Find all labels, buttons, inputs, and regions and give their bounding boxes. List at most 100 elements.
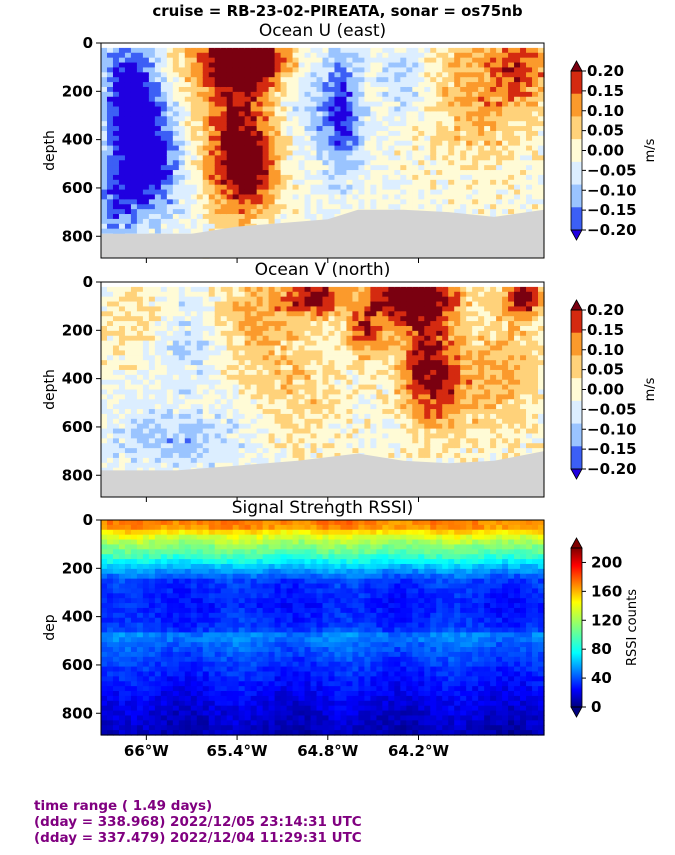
- heatmap-cell: [298, 145, 306, 152]
- heatmap-cell: [166, 340, 174, 347]
- heatmap-cell: [232, 428, 240, 435]
- heatmap-cell: [322, 199, 330, 205]
- heatmap-cell: [274, 106, 282, 113]
- heatmap-cell: [112, 301, 120, 308]
- heatmap-cell: [370, 121, 377, 127]
- heatmap-cell: [184, 379, 192, 386]
- heatmap-cell: [232, 286, 240, 293]
- heatmap-cell: [232, 345, 240, 352]
- heatmap-cell: [244, 86, 252, 93]
- heatmap-cell: [250, 126, 258, 132]
- heatmap-cell: [280, 453, 288, 459]
- heatmap-cell: [442, 52, 449, 59]
- heatmap-cell: [298, 204, 306, 210]
- heatmap-cell: [238, 218, 246, 225]
- heatmap-cell: [232, 282, 240, 288]
- heatmap-cell: [220, 291, 228, 298]
- heatmap-cell: [130, 316, 138, 322]
- heatmap-cell: [154, 165, 162, 171]
- heatmap-cell: [178, 409, 186, 415]
- heatmap-cell: [262, 135, 270, 142]
- heatmap-cell: [208, 223, 216, 230]
- heatmap-cell: [376, 174, 383, 181]
- heatmap-cell: [142, 91, 150, 98]
- heatmap-cell: [244, 150, 252, 156]
- heatmap-cell: [130, 335, 138, 342]
- heatmap-cell: [101, 345, 108, 352]
- heatmap-cell: [394, 91, 401, 98]
- heatmap-cell: [274, 111, 282, 117]
- heatmap-cell: [340, 111, 348, 117]
- heatmap-cell: [190, 374, 198, 381]
- heatmap-cell: [118, 204, 126, 210]
- heatmap-cell: [298, 325, 306, 332]
- heatmap-cell: [304, 453, 312, 459]
- heatmap-cell: [328, 96, 336, 103]
- heatmap-cell: [244, 316, 252, 322]
- heatmap-cell: [286, 413, 294, 420]
- heatmap-cell: [274, 291, 282, 298]
- heatmap-cell: [292, 214, 300, 220]
- heatmap-cell: [136, 57, 144, 64]
- heatmap-cell: [418, 194, 425, 200]
- heatmap-cell: [322, 116, 330, 122]
- heatmap-cell: [172, 189, 180, 196]
- heatmap-cell: [112, 384, 120, 391]
- heatmap-cell: [382, 155, 389, 161]
- heatmap-cell: [280, 374, 288, 381]
- heatmap-cell: [178, 179, 186, 186]
- heatmap-cell: [292, 438, 300, 444]
- heatmap-cell: [520, 111, 527, 117]
- heatmap-cell: [466, 47, 473, 54]
- heatmap-cell: [106, 360, 114, 366]
- heatmap-cell: [520, 194, 527, 200]
- heatmap-cell: [274, 218, 282, 225]
- heatmap-cell: [118, 218, 126, 225]
- heatmap-cell: [232, 111, 240, 117]
- heatmap-cell: [304, 330, 312, 337]
- heatmap-cell: [454, 189, 461, 196]
- heatmap-cell: [256, 82, 264, 88]
- heatmap-cell: [256, 67, 264, 73]
- heatmap-cell: [256, 174, 264, 181]
- heatmap-cell: [196, 409, 204, 415]
- heatmap-cell: [184, 184, 192, 191]
- heatmap-cell: [130, 140, 138, 147]
- heatmap-cell: [436, 179, 443, 186]
- heatmap-cell: [214, 52, 222, 59]
- heatmap-cell: [196, 116, 204, 122]
- heatmap-cell: [148, 365, 156, 371]
- heatmap-cell: [334, 140, 342, 147]
- heatmap-cell: [328, 296, 336, 303]
- heatmap-cell: [346, 160, 354, 166]
- heatmap-cell: [268, 350, 276, 356]
- heatmap-cell: [256, 214, 264, 220]
- heatmap-cell: [226, 325, 234, 332]
- heatmap-cell: [322, 91, 330, 98]
- heatmap-cell: [118, 365, 126, 371]
- heatmap-cell: [448, 174, 455, 181]
- heatmap-cell: [226, 340, 234, 347]
- heatmap-cell: [220, 91, 228, 98]
- heatmap-cell: [178, 340, 186, 347]
- heatmap-cell: [142, 394, 150, 400]
- heatmap-cell: [346, 111, 354, 117]
- heatmap-cell: [508, 189, 515, 196]
- heatmap-cell: [394, 189, 401, 196]
- heatmap-cell: [160, 399, 168, 405]
- heatmap-cell: [400, 155, 407, 161]
- heatmap-cell: [250, 170, 258, 176]
- heatmap-cell: [262, 214, 270, 220]
- heatmap-cell: [214, 418, 222, 425]
- heatmap-cell: [292, 145, 300, 152]
- heatmap-cell: [244, 404, 252, 410]
- heatmap-cell: [118, 189, 126, 196]
- heatmap-cell: [130, 223, 138, 230]
- heatmap-cell: [136, 160, 144, 166]
- heatmap-cell: [490, 57, 497, 64]
- heatmap-cell: [328, 145, 336, 152]
- heatmap-cell: [304, 199, 312, 205]
- heatmap-cell: [502, 77, 509, 83]
- heatmap-cell: [376, 126, 383, 132]
- heatmap-cell: [316, 296, 324, 303]
